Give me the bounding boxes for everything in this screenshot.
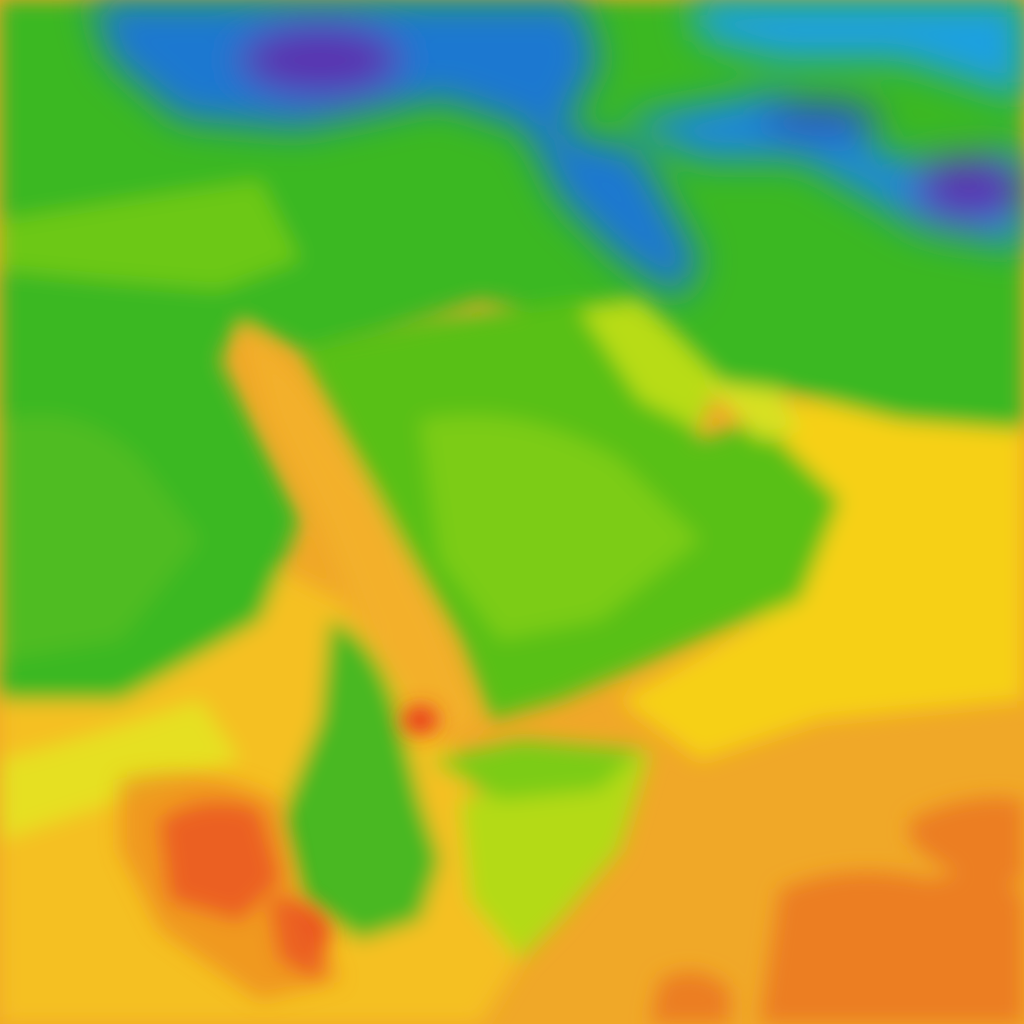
sahara bbox=[0, 415, 200, 660]
somalia bbox=[460, 750, 650, 960]
warm-zone bbox=[120, 773, 340, 1000]
gulf bbox=[700, 380, 800, 440]
cold-layers bbox=[90, 0, 1024, 300]
somalia-north bbox=[430, 740, 640, 800]
north-land bbox=[0, 0, 1024, 700]
gulf-coast bbox=[580, 300, 720, 430]
ethiopian-highlands bbox=[280, 620, 440, 940]
yellow-sea bbox=[620, 400, 1024, 760]
very-cold bbox=[240, 25, 400, 95]
cold-northeast bbox=[690, 0, 1024, 100]
hot-spots bbox=[120, 706, 438, 1000]
red-sea bbox=[240, 320, 480, 740]
cold-east bbox=[620, 90, 1024, 250]
north-africa-lime bbox=[0, 180, 300, 290]
very-cold bbox=[915, 160, 1024, 220]
cold-ridge bbox=[760, 100, 880, 140]
hot-sea bbox=[650, 972, 730, 1024]
africa-yellow bbox=[0, 700, 240, 840]
hot-spot bbox=[402, 706, 438, 734]
hot-sea bbox=[910, 797, 1024, 882]
zagros bbox=[520, 120, 700, 300]
arabia-interior bbox=[420, 415, 700, 640]
hot-sea bbox=[760, 872, 1024, 1024]
